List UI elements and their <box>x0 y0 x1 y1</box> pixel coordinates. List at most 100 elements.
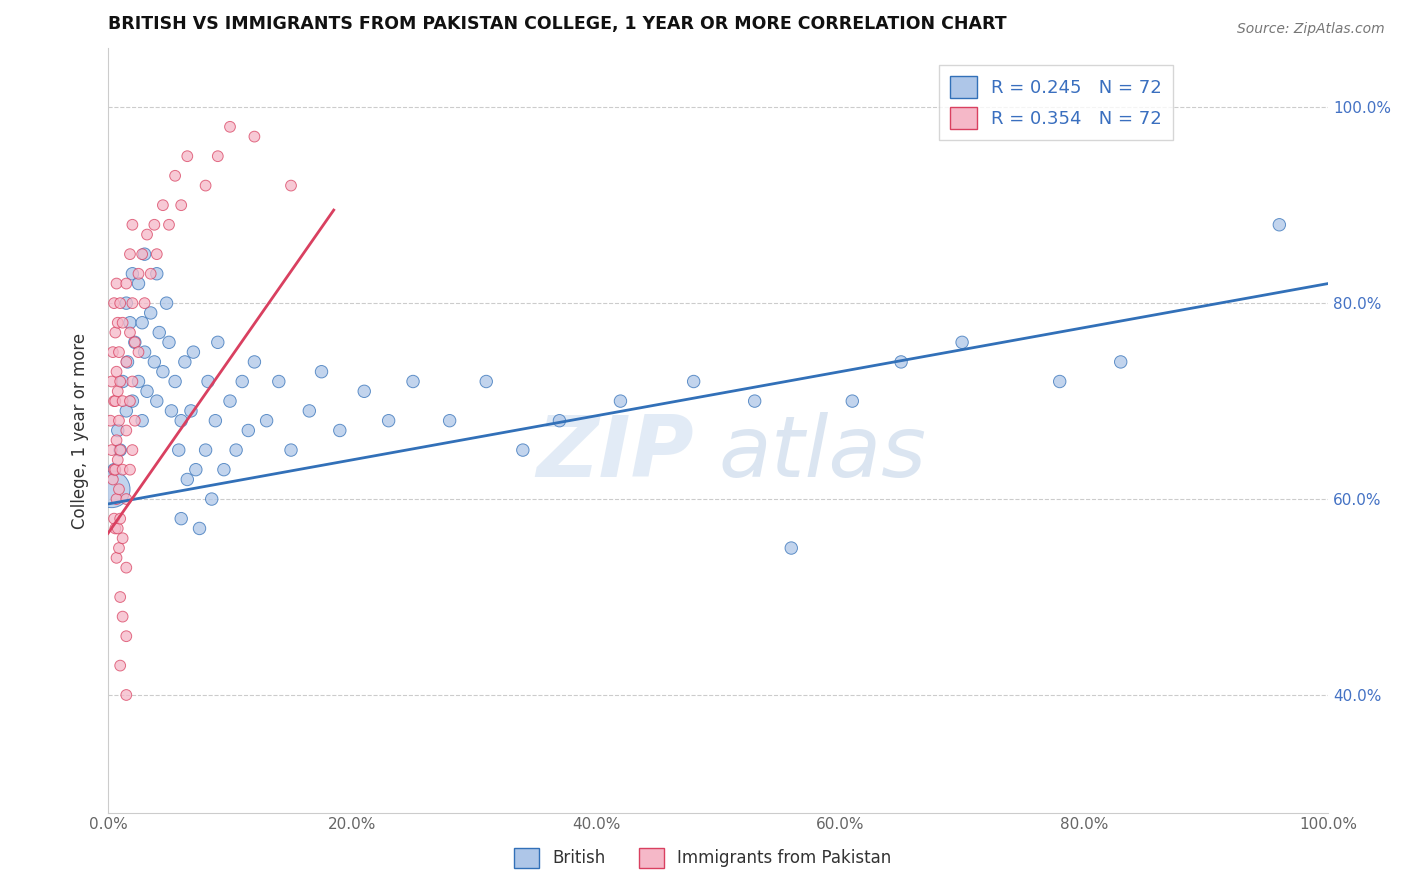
Point <box>100 483 122 497</box>
Point <box>100 414 122 428</box>
Point <box>243 129 266 144</box>
Point <box>231 375 253 389</box>
Point <box>115 277 138 291</box>
Point <box>157 218 180 232</box>
Point <box>219 120 242 134</box>
Point <box>107 521 129 535</box>
Point <box>512 443 534 458</box>
Legend: British, Immigrants from Pakistan: British, Immigrants from Pakistan <box>508 841 898 875</box>
Point <box>353 384 375 399</box>
Point <box>108 375 131 389</box>
Point <box>170 198 193 212</box>
Point <box>107 424 129 438</box>
Point <box>111 375 134 389</box>
Point <box>152 365 174 379</box>
Point <box>128 277 150 291</box>
Point <box>124 335 146 350</box>
Point <box>841 394 863 409</box>
Point <box>280 443 302 458</box>
Point <box>104 463 127 477</box>
Point <box>165 169 187 183</box>
Point <box>780 541 803 555</box>
Point <box>104 521 127 535</box>
Point <box>118 463 141 477</box>
Point <box>124 335 146 350</box>
Point <box>111 531 134 545</box>
Point <box>111 316 134 330</box>
Point <box>475 375 498 389</box>
Point <box>1049 375 1071 389</box>
Point <box>131 316 153 330</box>
Point <box>105 277 128 291</box>
Point <box>104 326 127 340</box>
Y-axis label: College, 1 year or more: College, 1 year or more <box>72 333 89 529</box>
Point <box>105 434 128 448</box>
Point <box>111 609 134 624</box>
Point <box>108 590 131 604</box>
Point <box>225 443 247 458</box>
Text: BRITISH VS IMMIGRANTS FROM PAKISTAN COLLEGE, 1 YEAR OR MORE CORRELATION CHART: BRITISH VS IMMIGRANTS FROM PAKISTAN COLL… <box>108 15 1007 33</box>
Point <box>139 267 162 281</box>
Point <box>128 345 150 359</box>
Point <box>121 375 143 389</box>
Point <box>609 394 631 409</box>
Point <box>121 443 143 458</box>
Point <box>108 345 131 359</box>
Point <box>105 491 128 506</box>
Point <box>1109 355 1132 369</box>
Point <box>103 463 125 477</box>
Point <box>111 394 134 409</box>
Point <box>176 473 198 487</box>
Point <box>103 463 125 477</box>
Point <box>115 688 138 702</box>
Point <box>105 550 128 565</box>
Point <box>176 149 198 163</box>
Point <box>108 296 131 310</box>
Point <box>117 355 139 369</box>
Point <box>165 375 187 389</box>
Point <box>100 375 122 389</box>
Point <box>104 394 127 409</box>
Point <box>134 247 156 261</box>
Point <box>134 345 156 359</box>
Point <box>143 218 166 232</box>
Point <box>682 375 704 389</box>
Point <box>108 443 131 458</box>
Point <box>173 355 195 369</box>
Point <box>207 149 229 163</box>
Point <box>402 375 425 389</box>
Point <box>118 326 141 340</box>
Point <box>1268 218 1291 232</box>
Text: atlas: atlas <box>718 412 927 495</box>
Point <box>103 394 125 409</box>
Point <box>183 345 205 359</box>
Point <box>298 404 321 418</box>
Point <box>219 394 242 409</box>
Point <box>107 453 129 467</box>
Point <box>115 629 138 643</box>
Point <box>256 414 278 428</box>
Point <box>146 247 169 261</box>
Point <box>201 491 224 506</box>
Point <box>194 443 217 458</box>
Point <box>103 511 125 525</box>
Point <box>108 541 131 555</box>
Point <box>107 316 129 330</box>
Point <box>744 394 766 409</box>
Point <box>212 463 235 477</box>
Point <box>121 296 143 310</box>
Point <box>118 316 141 330</box>
Point <box>108 658 131 673</box>
Point <box>100 443 122 458</box>
Point <box>170 414 193 428</box>
Point <box>136 384 159 399</box>
Point <box>197 375 219 389</box>
Point <box>167 443 190 458</box>
Point <box>107 384 129 399</box>
Point <box>115 355 138 369</box>
Point <box>146 394 169 409</box>
Point <box>243 355 266 369</box>
Point <box>170 511 193 525</box>
Point <box>108 483 131 497</box>
Point <box>121 218 143 232</box>
